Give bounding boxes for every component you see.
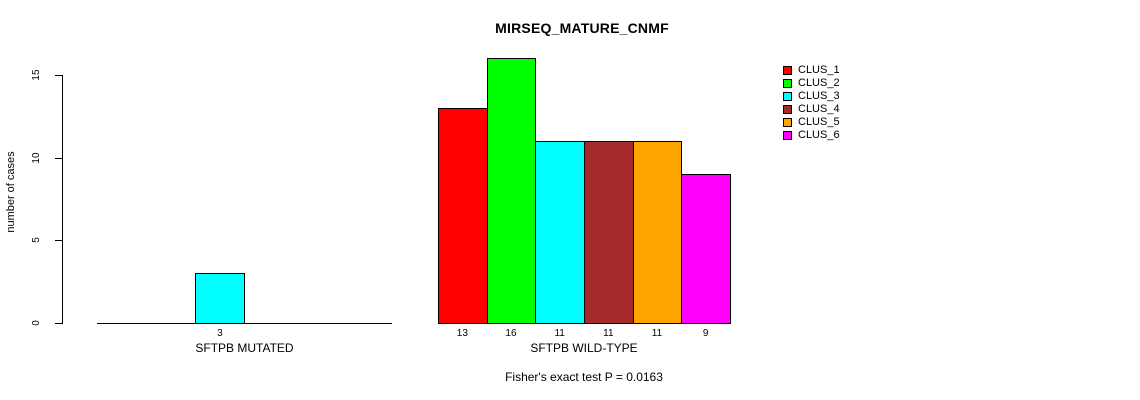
group-label-sftpb-mutated: SFTPB MUTATED [195, 341, 294, 355]
bar-value-label-sftpb-mutated-clus-3: 3 [217, 328, 223, 339]
bar-value-label-sftpb-wild-type-clus-1: 13 [456, 328, 468, 339]
legend-swatch-clus-1 [783, 66, 792, 75]
legend-label-clus-2: CLUS_2 [798, 77, 840, 89]
legend-swatch-clus-3 [783, 92, 792, 101]
legend-item-clus-3: CLUS_3 [783, 90, 840, 103]
bar-sftpb-wild-type-clus-6 [681, 174, 731, 324]
legend-item-clus-5: CLUS_5 [783, 116, 840, 129]
bar-value-label-sftpb-wild-type-clus-4: 11 [603, 328, 614, 339]
legend-swatch-clus-4 [783, 105, 792, 114]
y-axis-line [62, 74, 63, 324]
y-tick-label: 10 [31, 151, 42, 164]
annotation-fisher-test: Fisher's exact test P = 0.0163 [505, 370, 663, 384]
bar-value-label-sftpb-wild-type-clus-3: 11 [554, 328, 565, 339]
y-tick-mark [55, 323, 62, 324]
bar-sftpb-wild-type-clus-5 [632, 140, 683, 324]
legend-swatch-clus-5 [783, 118, 792, 127]
bar-sftpb-wild-type-clus-3 [535, 140, 585, 324]
y-axis-label: number of cases [5, 151, 17, 233]
legend-item-clus-2: CLUS_2 [783, 77, 840, 90]
bar-value-label-sftpb-wild-type-clus-6: 9 [702, 328, 709, 339]
legend-item-clus-4: CLUS_4 [783, 103, 840, 116]
bar-value-label-sftpb-wild-type-clus-2: 16 [505, 328, 517, 339]
bar-sftpb-wild-type-clus-2 [486, 58, 537, 324]
legend-item-clus-6: CLUS_6 [783, 129, 840, 142]
y-tick-mark [55, 157, 62, 159]
bar-sftpb-wild-type-clus-1 [438, 107, 488, 324]
bar-value-label-sftpb-wild-type-clus-5: 11 [651, 328, 663, 339]
legend-swatch-clus-6 [783, 131, 792, 140]
y-tick-label: 5 [31, 237, 42, 244]
legend-label-clus-6: CLUS_6 [798, 129, 840, 141]
bar-sftpb-wild-type-clus-4 [584, 140, 634, 324]
legend: CLUS_1 CLUS_2 CLUS_3 CLUS_4 CLUS_5 CLUS_6 [783, 64, 840, 142]
group-label-sftpb-wild-type: SFTPB WILD-TYPE [530, 341, 638, 355]
legend-item-clus-1: CLUS_1 [783, 64, 840, 77]
legend-label-clus-1: CLUS_1 [798, 64, 840, 76]
legend-label-clus-3: CLUS_3 [798, 90, 840, 102]
legend-swatch-clus-2 [783, 79, 792, 88]
bar-sftpb-mutated-clus-3 [195, 273, 246, 324]
y-tick-label: 0 [31, 320, 42, 326]
y-tick-label: 15 [31, 69, 42, 81]
chart-title: MIRSEQ_MATURE_CNMF [495, 20, 669, 36]
y-tick-mark [55, 240, 62, 242]
legend-label-clus-4: CLUS_4 [798, 103, 840, 115]
legend-label-clus-5: CLUS_5 [798, 116, 840, 128]
y-tick-mark [55, 74, 62, 76]
